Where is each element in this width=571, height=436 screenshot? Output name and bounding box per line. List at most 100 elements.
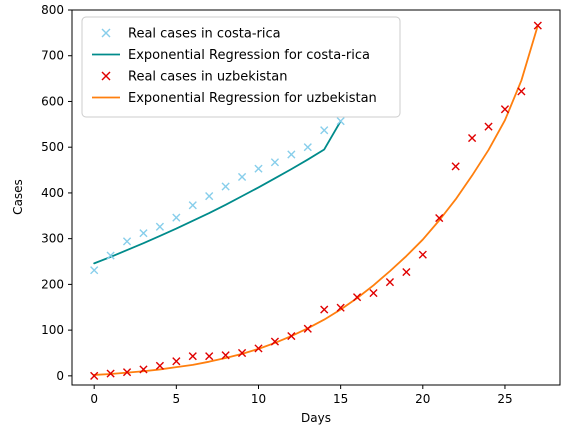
data-point <box>254 164 263 173</box>
marker-stroke <box>402 267 411 277</box>
marker-stroke <box>172 357 181 366</box>
data-point <box>188 201 197 210</box>
data-point <box>172 213 181 222</box>
data-point <box>172 357 181 366</box>
data-point <box>402 267 411 277</box>
data-point <box>467 133 477 143</box>
legend: Real cases in costa-rica Exponential Regr… <box>81 16 401 118</box>
axes-frame <box>71 9 561 386</box>
legend-label: Exponential Regression for costa-rica <box>128 48 370 63</box>
marker-stroke <box>155 222 165 231</box>
y-tick-label: 700 <box>41 49 64 63</box>
marker-stroke <box>352 293 362 302</box>
marker-stroke <box>139 365 148 374</box>
scatter-series-1 <box>90 117 345 275</box>
data-point <box>90 371 99 380</box>
data-point <box>237 172 247 182</box>
marker-stroke <box>188 201 197 210</box>
data-point <box>122 237 132 246</box>
marker-stroke <box>254 164 263 173</box>
marker-stroke <box>336 117 345 126</box>
data-point <box>320 305 329 314</box>
legend-label: Real cases in costa-rica <box>128 27 281 42</box>
data-point <box>451 162 460 171</box>
marker-stroke <box>122 237 132 246</box>
data-point <box>303 324 312 333</box>
marker-stroke <box>221 182 230 191</box>
data-point <box>435 213 444 223</box>
series-line-1 <box>93 120 342 265</box>
data-point <box>418 250 427 259</box>
data-point <box>500 105 510 114</box>
marker-stroke <box>155 361 165 370</box>
data-point <box>287 331 296 341</box>
marker-stroke <box>172 213 181 222</box>
data-point <box>320 126 329 135</box>
data-point <box>336 117 345 126</box>
marker-stroke <box>287 331 296 341</box>
data-point <box>106 369 115 378</box>
marker-stroke <box>101 28 111 38</box>
data-point <box>155 222 165 231</box>
data-point <box>139 365 148 374</box>
marker-stroke <box>90 266 99 275</box>
marker-stroke <box>106 251 115 260</box>
marker-stroke <box>467 133 477 143</box>
marker-stroke <box>188 352 197 361</box>
x-tick-label: 0 <box>90 392 98 406</box>
y-tick-label: 300 <box>41 232 64 246</box>
data-point <box>139 229 148 238</box>
data-point <box>385 278 395 287</box>
data-point <box>369 288 378 298</box>
data-point <box>205 192 214 201</box>
marker-stroke <box>106 369 115 378</box>
data-point <box>122 368 132 377</box>
marker-stroke <box>385 278 395 287</box>
data-point <box>90 266 99 275</box>
marker-stroke <box>303 324 312 333</box>
marker-stroke <box>418 250 427 259</box>
x-tick-label: 10 <box>251 392 266 406</box>
y-axis-label: Cases <box>11 179 25 215</box>
marker-stroke <box>237 172 247 182</box>
legend-label: Exponential Regression for uzbekistan <box>128 91 377 106</box>
data-point <box>303 143 312 152</box>
x-tick-label: 15 <box>333 392 348 406</box>
marker-stroke <box>205 192 214 201</box>
y-tick-label: 500 <box>41 140 64 154</box>
marker-stroke <box>533 21 542 30</box>
data-point <box>336 303 345 312</box>
x-tick-label: 20 <box>415 392 430 406</box>
marker-stroke <box>303 143 312 152</box>
y-tick-label: 600 <box>41 94 64 108</box>
y-tick-label: 800 <box>41 3 64 17</box>
marker-stroke <box>90 371 99 380</box>
legend-box <box>81 16 401 118</box>
data-point <box>221 351 230 360</box>
series-layer <box>90 21 542 380</box>
marker-stroke <box>500 105 510 114</box>
x-tick-label: 5 <box>173 392 181 406</box>
x-axis-label: Days <box>301 411 331 425</box>
marker-stroke <box>287 150 296 159</box>
y-tick-label: 0 <box>56 369 64 383</box>
marker-stroke <box>517 87 526 96</box>
data-point <box>221 182 230 191</box>
data-point <box>270 337 280 346</box>
marker-stroke <box>254 344 263 353</box>
data-point <box>205 352 214 361</box>
data-point <box>237 348 247 358</box>
legend-marker-key <box>101 28 111 38</box>
y-tick-label: 200 <box>41 277 64 291</box>
marker-stroke <box>320 126 329 135</box>
scatter-series-2 <box>90 21 542 380</box>
marker-stroke <box>451 162 460 171</box>
data-point <box>155 361 165 370</box>
marker-stroke <box>369 288 378 298</box>
marker-stroke <box>122 368 132 377</box>
marker-stroke <box>320 305 329 314</box>
y-tick-label: 400 <box>41 186 64 200</box>
marker-stroke <box>336 303 345 312</box>
